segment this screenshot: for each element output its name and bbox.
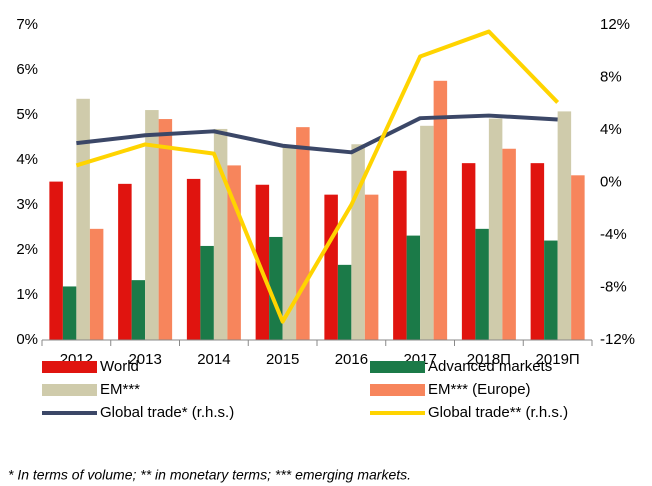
bar (557, 111, 572, 341)
y-tick-label: 5% (16, 106, 38, 123)
bar (337, 264, 352, 340)
bar (200, 245, 214, 340)
legend-label: Global trade* (r.h.s.) (100, 404, 234, 421)
bar (324, 194, 338, 340)
bar (544, 240, 558, 340)
y2-tick-label: 12% (600, 16, 630, 33)
y-tick-label: 6% (16, 61, 38, 78)
legend-label: EM*** (100, 381, 140, 398)
y2-tick-label: -12% (600, 331, 635, 348)
bar (158, 119, 173, 340)
y-tick-label: 3% (16, 196, 38, 213)
y2-tick-label: 0% (600, 173, 622, 190)
y-tick-label: 7% (16, 16, 38, 33)
y-tick-label: 2% (16, 241, 38, 258)
legend-label: World (100, 358, 139, 375)
legend-swatch (42, 361, 97, 373)
y-tick-label: 4% (16, 151, 38, 168)
bar (433, 80, 448, 341)
x-tick-label: 2016 (335, 351, 368, 368)
y-tick-label: 1% (16, 286, 38, 303)
bar (530, 163, 545, 340)
legend-label: EM*** (Europe) (428, 381, 531, 398)
bar (420, 125, 434, 340)
bar (131, 280, 146, 340)
bar (461, 163, 476, 340)
legend-label: Advanced markets (428, 358, 552, 375)
bar (364, 194, 379, 340)
bar (475, 228, 489, 340)
bar (145, 110, 159, 340)
bar (62, 286, 77, 340)
legend-swatch (370, 361, 425, 373)
bar (571, 175, 585, 340)
bar (282, 146, 297, 340)
bar (351, 144, 365, 340)
bar (255, 184, 270, 340)
line (75, 29, 560, 324)
y2-tick-label: 4% (600, 121, 622, 138)
bar (502, 148, 516, 340)
bar (89, 228, 104, 340)
y2-tick-label: -8% (600, 278, 627, 295)
legend-swatch (370, 384, 425, 396)
line (76, 113, 558, 155)
legend-label: Global trade** (r.h.s.) (428, 404, 568, 421)
y2-tick-label: -4% (600, 226, 627, 243)
bar (488, 118, 503, 340)
bar (186, 178, 201, 340)
x-tick-label: 2019П (536, 351, 580, 368)
x-tick-label: 2013 (128, 351, 161, 368)
footnote: * In terms of volume; ** in monetary ter… (8, 467, 411, 483)
x-tick-label: 2014 (197, 351, 230, 368)
x-tick-label: 2015 (266, 351, 299, 368)
bar (76, 98, 90, 340)
y-tick-label: 0% (16, 331, 38, 348)
bar (118, 183, 132, 340)
bar (393, 170, 407, 340)
legend-swatch (42, 384, 97, 396)
y2-tick-label: 8% (600, 68, 622, 85)
bar (296, 127, 310, 341)
bar (49, 181, 63, 340)
bar (406, 235, 421, 340)
x-tick-label: 2018П (467, 351, 511, 368)
